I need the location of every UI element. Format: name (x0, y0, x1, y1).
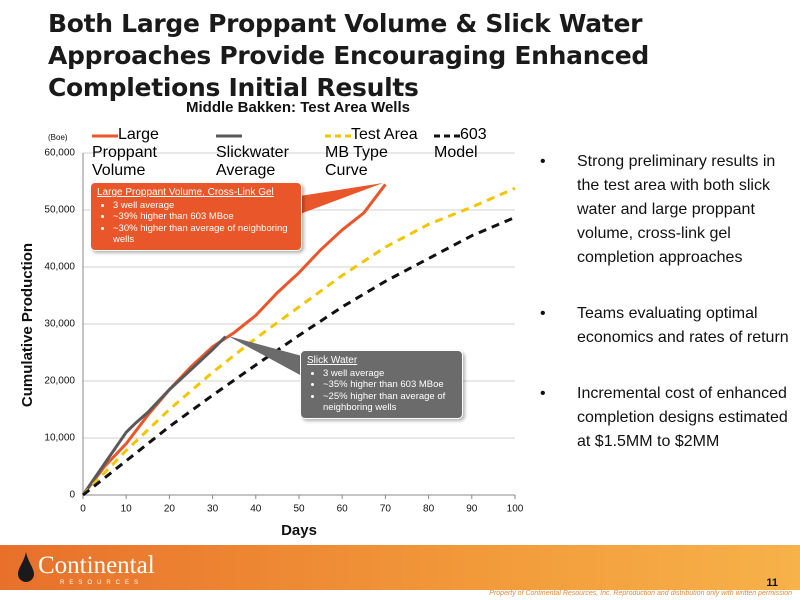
bullet: • Incremental cost of enhanced completion… (540, 382, 790, 454)
x-tick-label: 0 (80, 504, 86, 515)
page-number: 11 (766, 577, 778, 589)
y-tick-label: 0 (69, 490, 75, 501)
y-tick-label: 30,000 (44, 319, 75, 330)
legend-item: Slickwater Average (216, 126, 311, 198)
series-line (81, 335, 227, 496)
annotation-item: ~25% higher than average of neighboring … (323, 391, 456, 414)
series-line (81, 186, 516, 497)
legend-label: Slickwater Average (216, 144, 289, 179)
x-tick-label: 50 (293, 504, 305, 515)
callout-pointer (300, 183, 383, 214)
x-tick-label: 30 (207, 504, 219, 515)
bullet-dot: • (540, 305, 546, 322)
annotation-title: Slick Water (307, 355, 358, 366)
bullet: • Teams evaluating optimal economics and … (540, 302, 790, 350)
legend-swatch (216, 134, 242, 138)
legend-label: Test Area MB Type Curve (325, 126, 418, 179)
x-tick-label: 20 (164, 504, 176, 515)
annotation-box: Large Proppant Volume, Cross-Link Gel 3 w… (90, 182, 302, 251)
series-line (81, 183, 387, 496)
annotation-item: ~35% higher than 603 MBoe (323, 379, 456, 391)
annotation-item: ~30% higher than average of neighboring … (113, 223, 295, 246)
y-tick-label: 10,000 (44, 433, 75, 444)
annotation-list: 3 well average~39% higher than 603 MBoe~… (97, 200, 295, 246)
annotation-box: Slick Water 3 well average~35% higher tha… (300, 350, 463, 419)
annotation-item: ~39% higher than 603 MBoe (113, 211, 295, 223)
logo-icon (18, 552, 34, 582)
legend-swatch (325, 134, 351, 138)
x-tick-label: 40 (250, 504, 262, 515)
series-line (82, 216, 516, 497)
y-tick-label: 20,000 (44, 376, 75, 387)
slide-title: Both Large Proppant Volume & Slick Water… (48, 9, 649, 102)
company-subtitle: RESOURCES (60, 580, 144, 586)
x-tick-label: 10 (121, 504, 133, 515)
annotation-title: Large Proppant Volume, Cross-Link Gel (97, 187, 274, 198)
callout-pointer (228, 336, 302, 376)
bullet: • Strong preliminary results in the test … (540, 150, 790, 270)
bullet-dot: • (540, 385, 546, 402)
logo-shape (18, 552, 34, 582)
annotation-item: 3 well average (113, 200, 295, 212)
disclaimer: Property of Continental Resources, Inc. … (489, 590, 792, 597)
logo-drop (18, 552, 34, 582)
x-tick-label: 60 (337, 504, 349, 515)
bullet-list: • Strong preliminary results in the test … (540, 150, 790, 486)
x-tick-label: 80 (423, 504, 435, 515)
legend: Large Proppant Volume AverageSlickwater … (92, 126, 532, 198)
y-unit: (Boe) (48, 133, 68, 142)
legend-item: 603 Model (434, 126, 529, 198)
bullet-text: Strong preliminary results in the test a… (577, 153, 776, 266)
annotation-list: 3 well average~35% higher than 603 MBoe~… (307, 368, 456, 414)
company-name: Continental (38, 552, 155, 579)
footer-band (0, 545, 800, 590)
x-axis-title: Days (281, 522, 317, 539)
y-tick-label: 60,000 (44, 148, 75, 159)
x-tick-label: 90 (466, 504, 478, 515)
y-tick-label: 40,000 (44, 262, 75, 273)
y-axis-title: Cumulative Production (19, 243, 36, 407)
legend-label: 603 Model (434, 126, 487, 161)
x-tick-label: 70 (380, 504, 392, 515)
y-tick-label: 50,000 (44, 205, 75, 216)
legend-swatch (434, 134, 460, 138)
annotation-item: 3 well average (323, 368, 456, 380)
bullet-text: Incremental cost of enhanced completion … (577, 385, 788, 450)
chart: Middle Bakken: Test Area Wells (Boe) Day… (19, 99, 524, 539)
x-tick-label: 100 (507, 504, 524, 515)
chart-title: Middle Bakken: Test Area Wells (186, 99, 410, 116)
bullet-dot: • (540, 153, 546, 170)
legend-item: Test Area MB Type Curve (325, 126, 420, 198)
bullet-text: Teams evaluating optimal economics and r… (577, 305, 789, 346)
legend-swatch (92, 134, 118, 138)
